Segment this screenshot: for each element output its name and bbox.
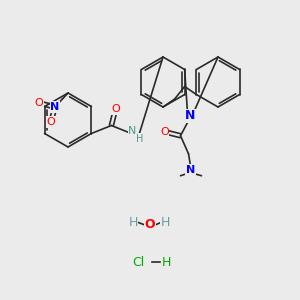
Text: N: N — [185, 109, 196, 122]
Text: -: - — [60, 93, 64, 103]
Text: N: N — [128, 127, 136, 136]
Text: H: H — [161, 256, 171, 268]
Text: O: O — [145, 218, 155, 232]
Text: O: O — [34, 98, 43, 108]
Text: Cl: Cl — [132, 256, 144, 268]
Text: O: O — [160, 127, 169, 137]
Text: O: O — [46, 117, 56, 127]
Text: H: H — [128, 215, 138, 229]
Text: N: N — [50, 102, 60, 112]
Text: O: O — [111, 104, 120, 115]
Text: H: H — [160, 215, 170, 229]
Text: H: H — [136, 134, 143, 143]
Text: N: N — [186, 165, 195, 175]
